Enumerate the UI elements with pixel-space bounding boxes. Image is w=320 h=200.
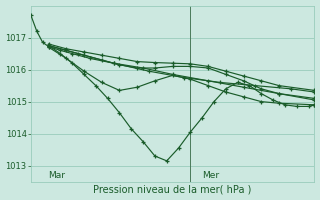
Text: Mer: Mer [202,171,219,180]
X-axis label: Pression niveau de la mer( hPa ): Pression niveau de la mer( hPa ) [93,184,252,194]
Text: Mar: Mar [49,171,66,180]
